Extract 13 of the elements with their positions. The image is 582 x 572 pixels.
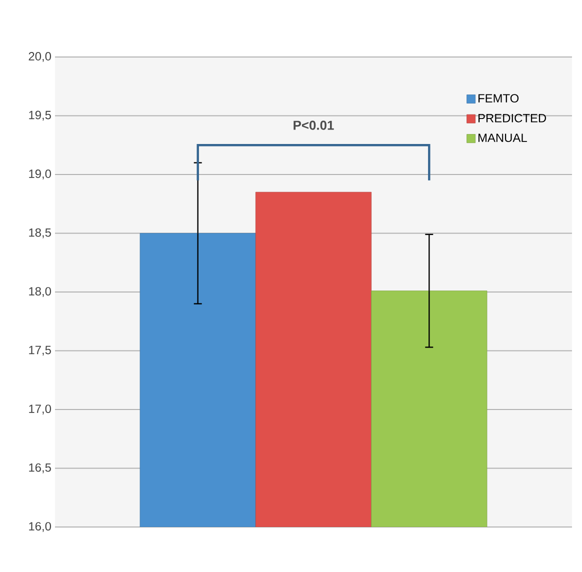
legend-label: FEMTO [478, 94, 519, 103]
legend-label: PREDICTED [478, 114, 546, 122]
y-tick-label: 17,0 [29, 404, 52, 414]
y-tick-label: 18,5 [29, 228, 51, 238]
y-tick-label: 20,0 [28, 52, 52, 62]
y-tick-label: 16,5 [29, 463, 51, 474]
y-tick-label: 18,0 [29, 287, 52, 297]
y-tick-label: 17,5 [29, 346, 51, 356]
legend-label: MANUAL [478, 134, 527, 142]
y-tick-label: 19,5 [29, 110, 51, 121]
y-tick-label: 16,0 [29, 522, 52, 532]
y-tick-label: 19,0 [29, 170, 52, 180]
annotation: P<0.01 [294, 120, 334, 130]
